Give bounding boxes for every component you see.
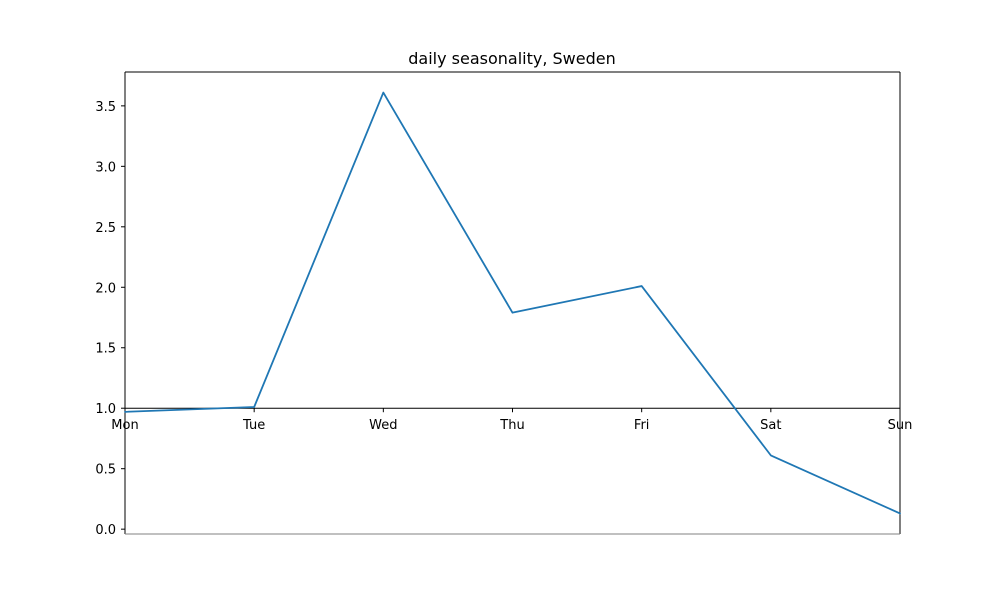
- x-tick-label: Wed: [369, 418, 397, 433]
- plot-area: [124, 71, 901, 535]
- y-tick-label: 1.0: [95, 402, 116, 417]
- x-tick-label: Mon: [111, 418, 138, 433]
- x-axis: Mon Tue Wed Thu Fri Sat Sun: [111, 407, 913, 433]
- x-tick-label: Tue: [242, 418, 265, 433]
- series-layer: [124, 91, 901, 515]
- x-tick-label: Fri: [634, 418, 650, 433]
- chart-title: daily seasonality, Sweden: [408, 49, 616, 68]
- y-axis: 0.0 0.5 1.0 1.5 2.0 2.5 3.0 3.5: [95, 100, 125, 538]
- y-tick-label: 3.0: [95, 160, 116, 175]
- y-tick-label: 3.5: [95, 100, 116, 115]
- x-tick-label: Thu: [499, 418, 524, 433]
- y-tick-label: 2.5: [95, 221, 116, 236]
- x-tick-label: Sat: [760, 418, 781, 433]
- y-tick-label: 0.5: [95, 463, 116, 478]
- y-tick-label: 1.5: [95, 342, 116, 357]
- x-tick-label: Sun: [888, 418, 913, 433]
- y-tick-label: 2.0: [95, 281, 116, 296]
- y-tick-label: 0.0: [95, 523, 116, 538]
